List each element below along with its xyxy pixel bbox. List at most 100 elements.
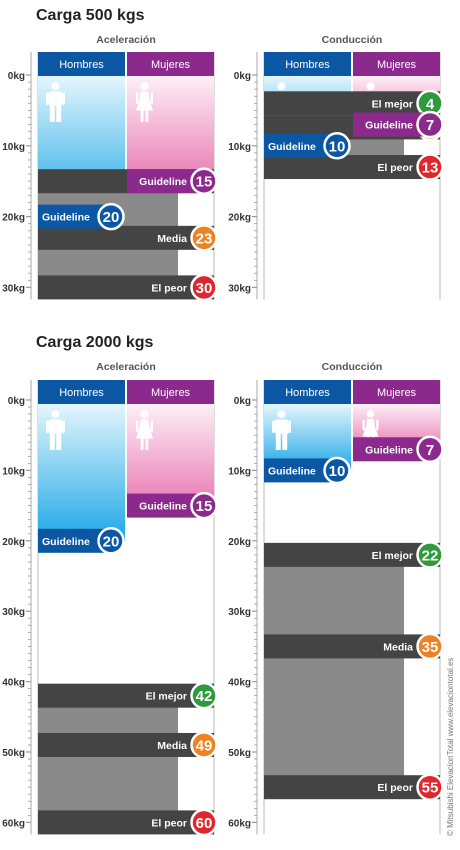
panel-title-500-conduccion: Conducción [321,34,383,46]
chart3-level-worst-value: 55 [422,780,439,797]
chart3-tick-label: 10kg [228,466,251,477]
chart0-tick-label: 30kg [2,283,25,294]
chart2-tick-label: 0kg [8,396,25,407]
chart2-header-mujeres-label: Mujeres [151,387,191,399]
chart1-tick-label: 20kg [228,213,251,224]
chart2-level-best-bar [38,683,214,708]
chart3-guideline-mujeres-circle [416,435,444,464]
chart1-tick-label: 30kg [228,283,251,294]
chart1-guideline-hombres-circle [323,132,351,160]
chart3-header-mujeres-label: Mujeres [377,387,417,399]
chart1-header-hombres-label: Hombres [285,59,330,71]
chart3-level-best-bar [264,542,440,567]
chart2-tick-label: 20kg [2,537,25,548]
chart2-bar-mujeres [127,404,214,506]
chart3-range-band [264,554,404,788]
chart0-header-mujeres-label: Mujeres [151,59,191,71]
chart0-level-worst-circle [190,273,218,302]
section-title-500: Carga 500 kgs [36,7,145,24]
chart2-level-worst-label: El peor [151,817,187,829]
chart2-level-media-value: 49 [196,737,213,754]
credit-text: © Mitsubishi ElevacionTotal www.elevacio… [446,657,455,836]
chart2-guideline-mujeres-bar [127,493,204,518]
chart0-level-worst-label: El peor [151,282,187,294]
chart3-header-hombres-label: Hombres [285,387,330,399]
chart2-level-media-label: Media [157,740,187,752]
chart3-guideline-mujeres-label: Guideline [365,444,413,456]
chart2-header-hombres-label: Hombres [59,387,104,399]
chart2-header-mujeres [127,380,214,404]
chart3-level-worst-bar [264,775,440,800]
chart3-tick-label: 0kg [234,396,251,407]
chart0-level-worst-bar [38,275,214,300]
chart3-level-best-label: El mejor [372,550,413,562]
chart1-header-mujeres [353,52,440,76]
chart2-guideline-mujeres-label: Guideline [139,501,187,513]
chart0-level-media-value: 23 [196,230,213,247]
chart0-header-hombres [38,52,125,76]
chart1-header-hombres [264,52,351,76]
chart1-level-best-bar [264,91,440,116]
chart3-tick-label: 20kg [228,537,251,548]
chart1-guideline-hombres-value: 10 [329,138,346,155]
chart3-tick-label: 60kg [228,818,251,829]
chart2-tick-label: 50kg [2,748,25,759]
chart3-tick-label: 50kg [228,748,251,759]
chart3-level-best-circle [416,541,444,569]
chart0-tick-label: 20kg [2,213,25,224]
chart3-guideline-mujeres-value: 7 [426,442,434,459]
chart2-guideline-hombres-value: 20 [103,533,120,550]
chart1-level-best-value: 4 [426,96,435,113]
chart2-tick-label: 40kg [2,678,25,689]
chart2-tick-label: 10kg [2,466,25,477]
chart0-header-mujeres [127,52,214,76]
chart3-level-media-bar [264,634,440,659]
chart3-guideline-hombres-label: Guideline [268,465,316,477]
chart3-level-worst-circle [416,773,444,801]
chart0-level-media-label: Media [157,233,187,245]
chart3-level-media-label: Media [383,641,413,653]
chart1-tick-label: 10kg [228,142,251,153]
chart3-tick-label: 30kg [228,607,251,618]
panel-title-500-aceleracion: Aceleración [96,34,156,46]
chart0-header-hombres-label: Hombres [59,59,104,71]
chart3-guideline-hombres-circle [323,456,351,485]
chart2-guideline-hombres-circle [97,527,125,555]
chart0-level-worst-value: 30 [196,280,213,297]
chart1-guideline-mujeres-circle [416,110,444,139]
chart2-header-hombres [38,380,125,404]
chart0-guideline-mujeres-value: 15 [196,174,213,191]
chart3-tick-label: 40kg [228,678,251,689]
chart1-tick-label: 0kg [234,71,251,82]
chart0-level-media-bar [38,225,214,250]
chart0-guideline-mujeres-circle [190,167,218,195]
panel-title-2000-conduccion: Conducción [321,361,383,373]
chart0-tick-label: 10kg [2,142,25,153]
chart1-level-worst-label: El peor [377,162,413,174]
chart0-guideline-mujeres-label: Guideline [139,176,187,188]
chart0-guideline-hombres-label: Guideline [42,212,90,224]
chart2-guideline-hombres-label: Guideline [42,536,90,548]
chart2-guideline-mujeres-value: 15 [196,498,213,515]
chart2-tick-label: 30kg [2,607,25,618]
chart2-guideline-mujeres-circle [190,491,218,520]
chart2-range-band [38,695,178,823]
chart2-level-best-value: 42 [196,688,213,705]
chart1-level-best-label: El mejor [372,98,413,110]
chart2-level-worst-bar [38,810,214,835]
chart3-level-media-circle [416,632,444,661]
chart1-guideline-mujeres-value: 7 [426,117,434,134]
chart1-level-worst-circle [416,153,444,181]
chart3-level-media-value: 35 [422,639,439,656]
chart3-level-best-value: 22 [422,547,439,564]
chart2-tick-label: 60kg [2,818,25,829]
chart3-guideline-hombres-value: 10 [329,463,346,480]
chart2-level-media-circle [190,731,218,759]
chart2-level-best-label: El mejor [146,691,187,703]
chart0-level-media-circle [190,224,218,252]
section-title-2000: Carga 2000 kgs [36,334,154,351]
chart2-level-best-circle [190,681,218,710]
panel-title-2000-aceleracion: Aceleración [96,361,156,373]
chart1-guideline-hombres-label: Guideline [268,141,316,153]
